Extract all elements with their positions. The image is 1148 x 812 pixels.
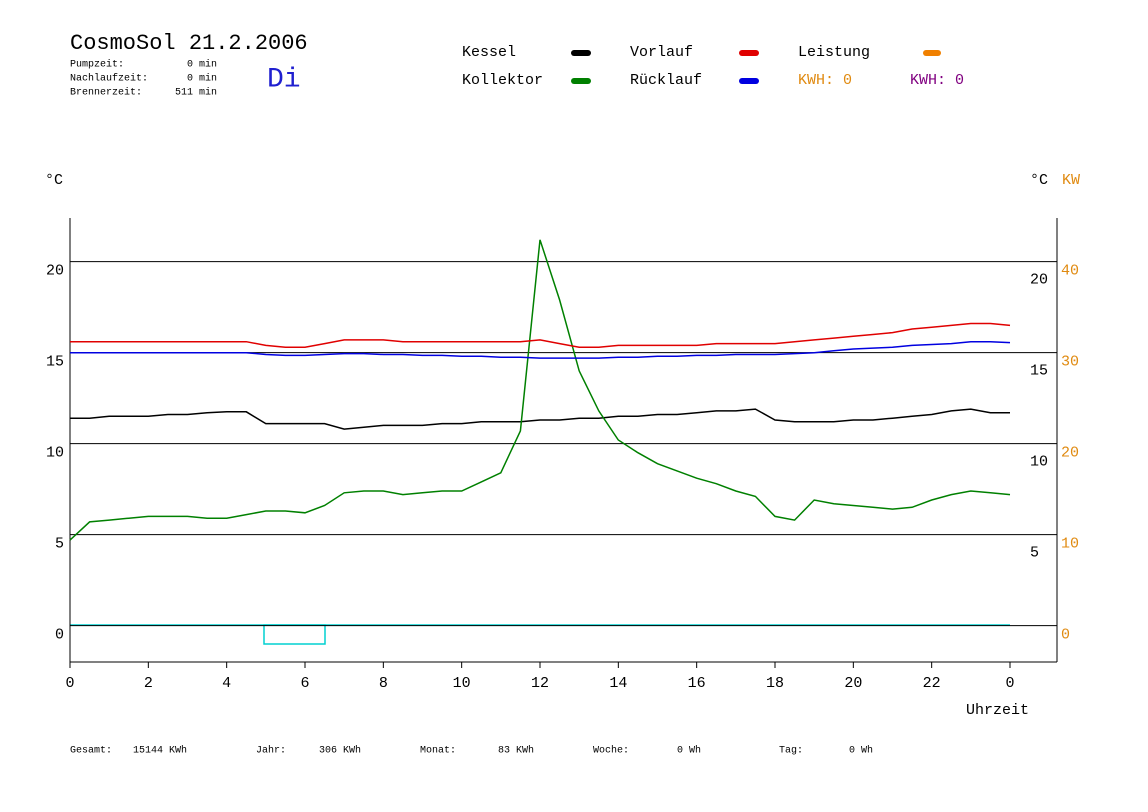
y2-tick-label: 15: [1030, 363, 1048, 380]
legend-label: Vorlauf: [630, 44, 693, 61]
y2-tick-label: 20: [1030, 272, 1048, 289]
legend-label: Kessel: [462, 44, 516, 61]
y3-tick-label: 30: [1061, 354, 1079, 371]
x-tick-label: 20: [844, 675, 862, 692]
x-tick-label: 2: [144, 675, 153, 692]
info-value: 0 min: [187, 73, 217, 85]
y-tick-label: 0: [55, 627, 64, 644]
footer-label: Gesamt:: [70, 746, 112, 757]
footer-value: 306 KWh: [319, 745, 361, 757]
footer-label: Jahr:: [256, 745, 286, 757]
x-tick-label: 16: [688, 675, 706, 692]
series-line: [70, 408, 1010, 430]
footer-value: 0 Wh: [677, 745, 701, 757]
y2-axis-label: °C: [1030, 172, 1048, 189]
footer-label: Woche:: [593, 745, 629, 757]
y3-tick-label: 20: [1061, 445, 1079, 462]
info-label: Brennerzeit:: [70, 87, 142, 99]
legend-label: Leistung: [798, 44, 870, 61]
x-tick-label: 18: [766, 675, 784, 692]
y2-tick-label: 5: [1030, 545, 1039, 562]
y-tick-label: 10: [46, 445, 64, 462]
info-label: Nachlaufzeit:: [70, 73, 148, 85]
y3-tick-label: 10: [1061, 536, 1079, 553]
x-tick-label: 0: [65, 675, 74, 692]
y3-axis-label: KW: [1062, 172, 1080, 189]
legend-label: Rücklauf: [630, 72, 702, 89]
pump-band: [263, 624, 326, 645]
y-tick-label: 15: [46, 354, 64, 371]
x-tick-label: 22: [923, 675, 941, 692]
kwh-label: KWH: 0: [910, 72, 964, 89]
x-tick-label: 0: [1005, 675, 1014, 692]
x-axis-label: Uhrzeit: [966, 702, 1029, 719]
x-tick-label: 8: [379, 675, 388, 692]
y3-tick-label: 40: [1061, 263, 1079, 280]
footer-label: Tag:: [779, 746, 803, 757]
y3-tick-label: 0: [1061, 627, 1070, 644]
y-tick-label: 20: [46, 263, 64, 280]
series-line: [70, 322, 1011, 348]
footer-value: 15144 KWh: [133, 745, 187, 757]
x-tick-label: 10: [453, 675, 471, 692]
legend-label: Kollektor: [462, 72, 543, 89]
footer-value: 0 Wh: [849, 745, 873, 757]
info-value: 511 min: [175, 87, 217, 99]
x-tick-label: 12: [531, 675, 549, 692]
footer-value: 83 KWh: [498, 745, 534, 757]
x-tick-label: 14: [609, 675, 627, 692]
info-value: 0 min: [187, 59, 217, 71]
kwh-label: KWH: 0: [798, 72, 852, 89]
chart-title: CosmoSol 21.2.2006: [70, 31, 308, 56]
x-tick-label: 4: [222, 675, 231, 692]
x-tick-label: 6: [300, 675, 309, 692]
y-axis-label: °C: [45, 172, 63, 189]
weekday: Di: [267, 64, 301, 95]
footer-label: Monat:: [420, 746, 456, 757]
info-label: Pumpzeit:: [70, 59, 124, 71]
series-line: [69, 239, 1011, 541]
y2-tick-label: 10: [1030, 454, 1048, 471]
y-tick-label: 5: [55, 536, 64, 553]
series-line: [70, 340, 1011, 359]
